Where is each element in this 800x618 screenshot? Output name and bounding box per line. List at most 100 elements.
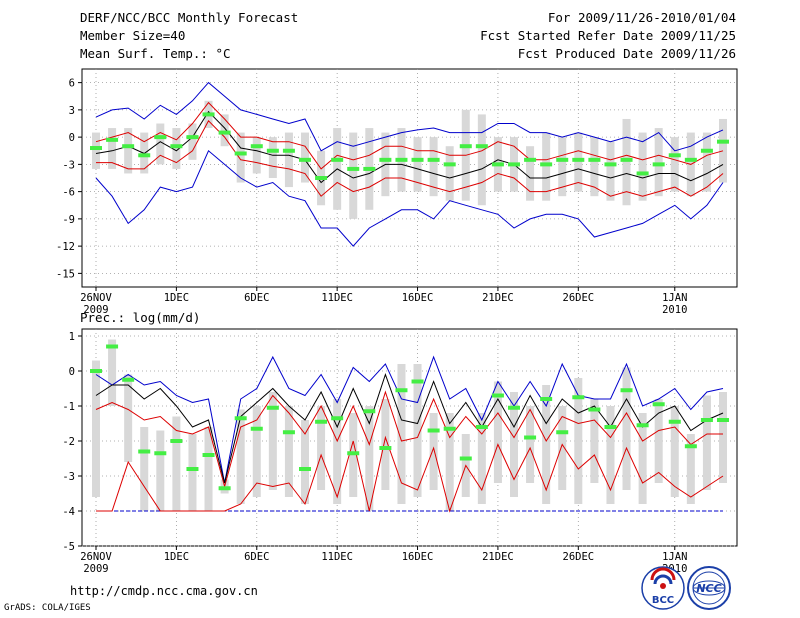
temp-ytick-label: -9 — [62, 214, 75, 226]
prec-ytick-label: -4 — [62, 506, 75, 518]
prec-box-day-22 — [445, 413, 454, 511]
temp-box-day-33 — [622, 118, 631, 206]
temp-xtick-label: 6DEC — [244, 292, 269, 304]
temp-ytick-label: -3 — [62, 159, 75, 171]
ncc-logo: NCC — [686, 566, 732, 610]
prec-ytick-label: -2 — [62, 436, 75, 448]
prec-box-day-24 — [477, 413, 486, 504]
temp-xtick-label: 16DEC — [402, 292, 434, 304]
temp-xtick-year-label: 2010 — [662, 304, 687, 316]
prec-box-day-12 — [284, 406, 293, 497]
prec-median-marker-day-34 — [636, 423, 649, 428]
prec-median-marker-day-7 — [202, 453, 215, 457]
temp-median-marker-day-14 — [315, 176, 328, 180]
temp-median-marker-day-17 — [363, 166, 376, 171]
prec-median-marker-day-1 — [106, 344, 119, 349]
temp-box-day-8 — [220, 114, 229, 147]
bcc-logo: BCC — [640, 566, 686, 610]
prec-median-marker-day-29 — [556, 430, 569, 435]
prec-box-day-21 — [429, 413, 438, 490]
prec-median-marker-day-3 — [138, 449, 151, 454]
prec-ytick-label: 1 — [69, 331, 75, 343]
temp-xtick-label: 26NOV — [80, 292, 112, 304]
prec-median-marker-day-4 — [154, 451, 167, 456]
prec-box-day-1 — [108, 339, 117, 406]
prec-median-marker-day-20 — [411, 379, 424, 384]
temp-median-marker-day-2 — [122, 144, 135, 149]
temp-xtick-label: 11DEC — [321, 292, 353, 304]
temp-box-day-34 — [638, 132, 647, 201]
temp-box-day-12 — [284, 132, 293, 188]
temp-box-day-10 — [252, 137, 261, 174]
prec-median-marker-day-31 — [588, 407, 601, 412]
prec-xtick-label: 16DEC — [402, 551, 434, 563]
prec-median-marker-day-18 — [379, 446, 392, 450]
temp-box-day-13 — [301, 132, 309, 183]
prec-box-day-35 — [654, 399, 663, 483]
temp-xtick-year-label: 2009 — [83, 304, 108, 316]
temp-median-marker-day-1 — [106, 137, 119, 142]
prec-median-marker-day-32 — [604, 425, 617, 429]
temp-ytick-label: 3 — [69, 105, 75, 117]
temp-median-marker-day-37 — [684, 157, 697, 162]
prec-median-marker-day-26 — [508, 405, 520, 410]
temp-ytick-label: -15 — [56, 268, 75, 280]
prec-box-day-4 — [156, 430, 165, 511]
prec-box-day-20 — [413, 364, 422, 497]
prec-box-day-38 — [702, 395, 711, 490]
prec-box-day-34 — [638, 413, 647, 504]
prec-box-day-18 — [381, 399, 390, 490]
prec-box-day-19 — [397, 364, 406, 504]
temp-median-marker-day-8 — [218, 130, 231, 135]
prec-box-day-39 — [719, 392, 727, 483]
temp-box-day-4 — [156, 123, 165, 165]
prec-median-marker-day-38 — [700, 418, 713, 422]
prec-box-day-9 — [236, 409, 245, 504]
prec-median-marker-day-11 — [266, 405, 279, 410]
prec-box-day-25 — [493, 381, 502, 483]
bcc-logo-text: BCC — [652, 595, 674, 606]
grads-credit: GrADS: COLA/IGES — [4, 603, 91, 613]
prec-median-marker-day-12 — [282, 430, 295, 435]
temp-median-marker-day-20 — [411, 157, 424, 162]
temperature-variable-label: Mean Surf. Temp.: °C — [80, 46, 231, 61]
temp-box-day-39 — [719, 118, 727, 183]
prec-median-marker-day-24 — [475, 425, 488, 429]
temp-lower-line — [96, 119, 724, 197]
prec-ytick-label: -5 — [62, 541, 75, 553]
prec-box-day-33 — [622, 367, 631, 490]
prec-box-day-10 — [252, 406, 261, 497]
temp-median-marker-day-15 — [331, 157, 344, 162]
prec-box-day-11 — [268, 392, 277, 490]
prec-box-day-31 — [590, 399, 599, 483]
prec-median-marker-day-14 — [315, 419, 328, 424]
prec-median-marker-day-2 — [122, 377, 135, 382]
temp-box-day-2 — [124, 128, 133, 174]
temp-median-marker-day-21 — [427, 157, 440, 162]
temp-median-marker-day-18 — [379, 157, 392, 162]
temp-ytick-label: -12 — [56, 241, 75, 253]
fcst-started-label: Fcst Started Refer Date 2009/11/25 — [480, 28, 736, 43]
temp-median-marker-day-10 — [250, 144, 263, 149]
temp-box-day-29 — [558, 137, 567, 197]
prec-plot-frame — [81, 328, 738, 547]
temp-box-day-35 — [654, 128, 663, 197]
prec-mean-line — [95, 372, 724, 484]
prec-median-marker-day-0 — [90, 369, 102, 373]
temp-median-marker-day-12 — [282, 148, 295, 153]
temp-median-marker-day-19 — [395, 157, 408, 162]
prec-median-marker-day-25 — [491, 393, 504, 398]
temp-median-marker-day-33 — [620, 157, 633, 162]
temp-box-day-9 — [236, 132, 245, 183]
prec-median-marker-day-36 — [668, 419, 681, 424]
prec-box-day-14 — [317, 406, 326, 490]
prec-median-marker-day-6 — [186, 467, 199, 471]
temp-median-marker-day-13 — [299, 157, 311, 162]
temp-xtick-label: 26DEC — [563, 292, 595, 304]
prec-xtick-label: 26DEC — [563, 551, 595, 563]
temp-median-marker-day-25 — [491, 162, 504, 167]
temp-median-marker-day-38 — [700, 148, 713, 153]
prec-xtick-year-label: 2009 — [83, 563, 108, 575]
